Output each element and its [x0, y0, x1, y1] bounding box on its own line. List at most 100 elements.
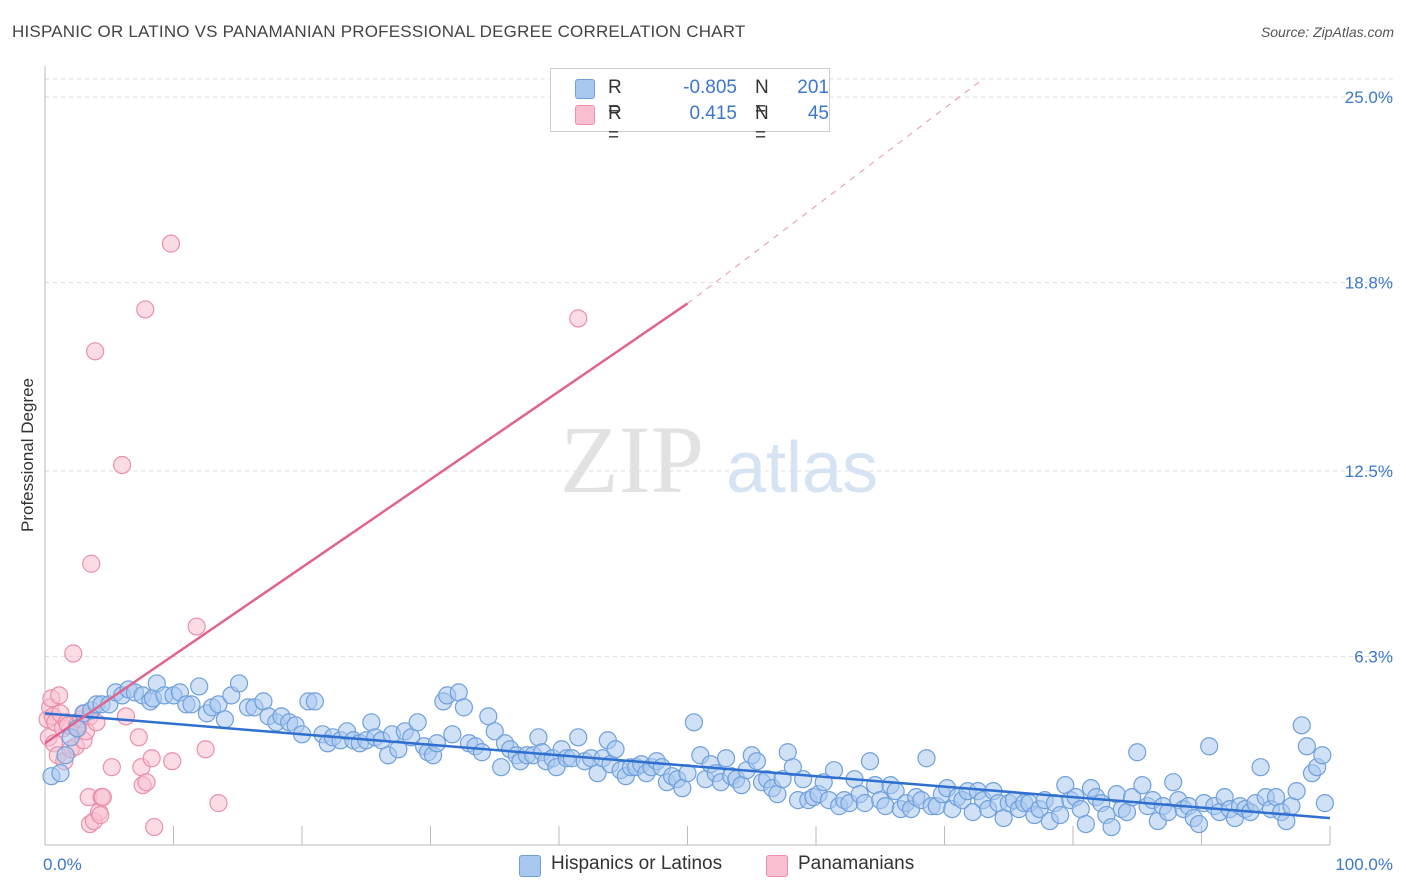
panamanian-point	[102, 758, 121, 777]
panamanian-point	[137, 773, 156, 792]
trend-lines	[44, 78, 1331, 820]
series-legend: Hispanics or Latinos Panamanians	[0, 853, 1406, 877]
y-tick-label: 6.3%	[1354, 648, 1393, 667]
panamanian-point	[569, 309, 588, 328]
hispanic-point	[747, 752, 766, 771]
hispanic-point	[1315, 794, 1334, 813]
legend-label: Hispanics or Latinos	[551, 853, 723, 874]
hispanic-point	[876, 797, 895, 816]
x-tick-label: 0.0%	[43, 855, 82, 874]
panamanian-point	[112, 455, 132, 475]
legend-swatch-blue	[575, 79, 595, 99]
hispanic-point	[783, 758, 802, 777]
hispanic-point	[305, 692, 324, 711]
hispanic-point	[1102, 817, 1121, 837]
panamanian-point	[142, 749, 161, 768]
correlation-legend: R = -0.805 N = 201 R = 0.415 N = 45	[550, 68, 830, 146]
hispanic-point	[229, 674, 249, 693]
hispanic-point	[794, 770, 813, 789]
hispanic-point	[492, 758, 511, 777]
legend-n-label: N =	[755, 77, 769, 120]
hispanic-point	[860, 752, 880, 771]
hispanic-point	[716, 749, 736, 768]
panamanian-trend-extension	[687, 78, 984, 304]
legend-swatch-blue	[519, 855, 541, 877]
hispanic-point	[190, 677, 209, 696]
legend-r-value: 0.415	[689, 103, 737, 124]
panamanian-points	[38, 234, 588, 837]
panamanian-point	[116, 707, 136, 726]
hispanic-point	[215, 710, 234, 729]
panamanian-point	[136, 300, 155, 319]
hispanic-point	[443, 725, 462, 744]
hispanic-point	[917, 749, 936, 768]
hispanic-point	[454, 698, 474, 717]
legend-r-label: R =	[608, 77, 622, 120]
hispanic-point	[182, 695, 201, 714]
hispanic-point	[684, 713, 704, 732]
y-tick-label: 25.0%	[1345, 88, 1393, 107]
panamanian-point	[161, 234, 181, 253]
hispanic-point	[1251, 758, 1270, 777]
panamanian-point	[93, 788, 112, 807]
watermark-atlas: atlas	[726, 428, 878, 508]
hispanic-point	[1133, 776, 1152, 795]
hispanic-point	[1292, 716, 1311, 735]
hispanic-point	[402, 728, 421, 747]
hispanic-points	[42, 674, 1334, 837]
hispanic-point	[427, 734, 447, 753]
hispanic-point	[472, 743, 491, 762]
panamanian-point	[91, 805, 110, 825]
hispanic-point	[1164, 773, 1183, 792]
legend-n-label: N =	[755, 103, 769, 146]
hispanic-point	[1051, 805, 1070, 825]
hispanic-point	[408, 713, 427, 732]
hispanic-point	[1189, 814, 1209, 834]
hispanic-point	[606, 740, 625, 759]
hispanic-point	[209, 695, 228, 714]
hispanic-point	[1200, 737, 1219, 756]
watermark: ZIP atlas	[560, 406, 878, 513]
hispanic-point	[362, 713, 381, 732]
hispanic-point	[56, 746, 75, 765]
hispanic-point	[389, 740, 408, 759]
hispanic-point	[51, 764, 70, 783]
watermark-zip: ZIP	[560, 406, 704, 513]
panamanian-point	[86, 342, 105, 361]
panamanian-point	[129, 728, 148, 747]
panamanian-trend-line	[44, 302, 689, 745]
axis-layer	[44, 66, 1331, 846]
hispanic-point	[569, 728, 588, 747]
y-tick-label: 12.5%	[1345, 462, 1393, 481]
legend-label: Panamanians	[798, 853, 915, 874]
chart-title: HISPANIC OR LATINO VS PANAMANIAN PROFESS…	[12, 22, 746, 41]
panamanian-point	[163, 752, 182, 771]
panamanian-point	[50, 686, 69, 705]
panamanian-point	[196, 740, 215, 759]
hispanic-point	[479, 707, 498, 726]
hispanic-point	[485, 722, 504, 741]
legend-swatch-pink	[575, 105, 595, 125]
panamanian-point	[82, 554, 101, 573]
y-tick-label: 18.8%	[1345, 274, 1393, 293]
legend-n-value: 45	[807, 103, 829, 124]
tick-labels: 6.3% 12.5% 18.8% 25.0% 0.0% 100.0%	[43, 88, 1393, 874]
hispanic-point	[1297, 737, 1316, 756]
hispanic-point	[1076, 814, 1095, 834]
grid-layer	[45, 78, 1395, 658]
panamanian-point	[187, 617, 206, 636]
hispanic-point	[1287, 782, 1306, 801]
panamanian-point	[64, 644, 83, 663]
source-label: Source: ZipAtlas.com	[1260, 24, 1394, 40]
panamanian-point	[145, 817, 164, 837]
legend-r-value: -0.805	[683, 77, 737, 98]
hispanic-point	[529, 728, 548, 747]
hispanic-point	[1128, 743, 1147, 762]
hispanic-trend-line	[44, 712, 1331, 820]
hispanic-point	[1313, 746, 1332, 765]
legend-swatch-pink	[766, 855, 788, 877]
panamanian-point	[209, 794, 228, 813]
hispanic-point	[855, 794, 874, 813]
legend-n-value: 201	[797, 77, 829, 98]
